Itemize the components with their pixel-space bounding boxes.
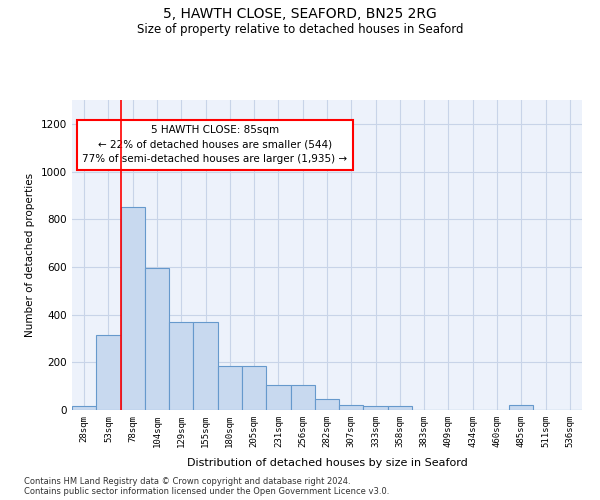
Bar: [364, 406, 388, 410]
Bar: [266, 385, 290, 410]
Bar: [339, 405, 364, 410]
Text: Size of property relative to detached houses in Seaford: Size of property relative to detached ho…: [137, 22, 463, 36]
Text: Distribution of detached houses by size in Seaford: Distribution of detached houses by size …: [187, 458, 467, 468]
Text: 5, HAWTH CLOSE, SEAFORD, BN25 2RG: 5, HAWTH CLOSE, SEAFORD, BN25 2RG: [163, 8, 437, 22]
Bar: [193, 322, 218, 410]
Bar: [242, 366, 266, 410]
Bar: [509, 405, 533, 410]
Text: Contains public sector information licensed under the Open Government Licence v3: Contains public sector information licen…: [24, 488, 389, 496]
Bar: [218, 366, 242, 410]
Text: Contains HM Land Registry data © Crown copyright and database right 2024.: Contains HM Land Registry data © Crown c…: [24, 478, 350, 486]
Bar: [388, 406, 412, 410]
Bar: [290, 385, 315, 410]
Bar: [169, 322, 193, 410]
Bar: [315, 400, 339, 410]
Bar: [72, 406, 96, 410]
Bar: [96, 335, 121, 410]
Text: 5 HAWTH CLOSE: 85sqm
← 22% of detached houses are smaller (544)
77% of semi-deta: 5 HAWTH CLOSE: 85sqm ← 22% of detached h…: [82, 125, 347, 164]
Bar: [121, 208, 145, 410]
Bar: [145, 268, 169, 410]
Y-axis label: Number of detached properties: Number of detached properties: [25, 173, 35, 337]
